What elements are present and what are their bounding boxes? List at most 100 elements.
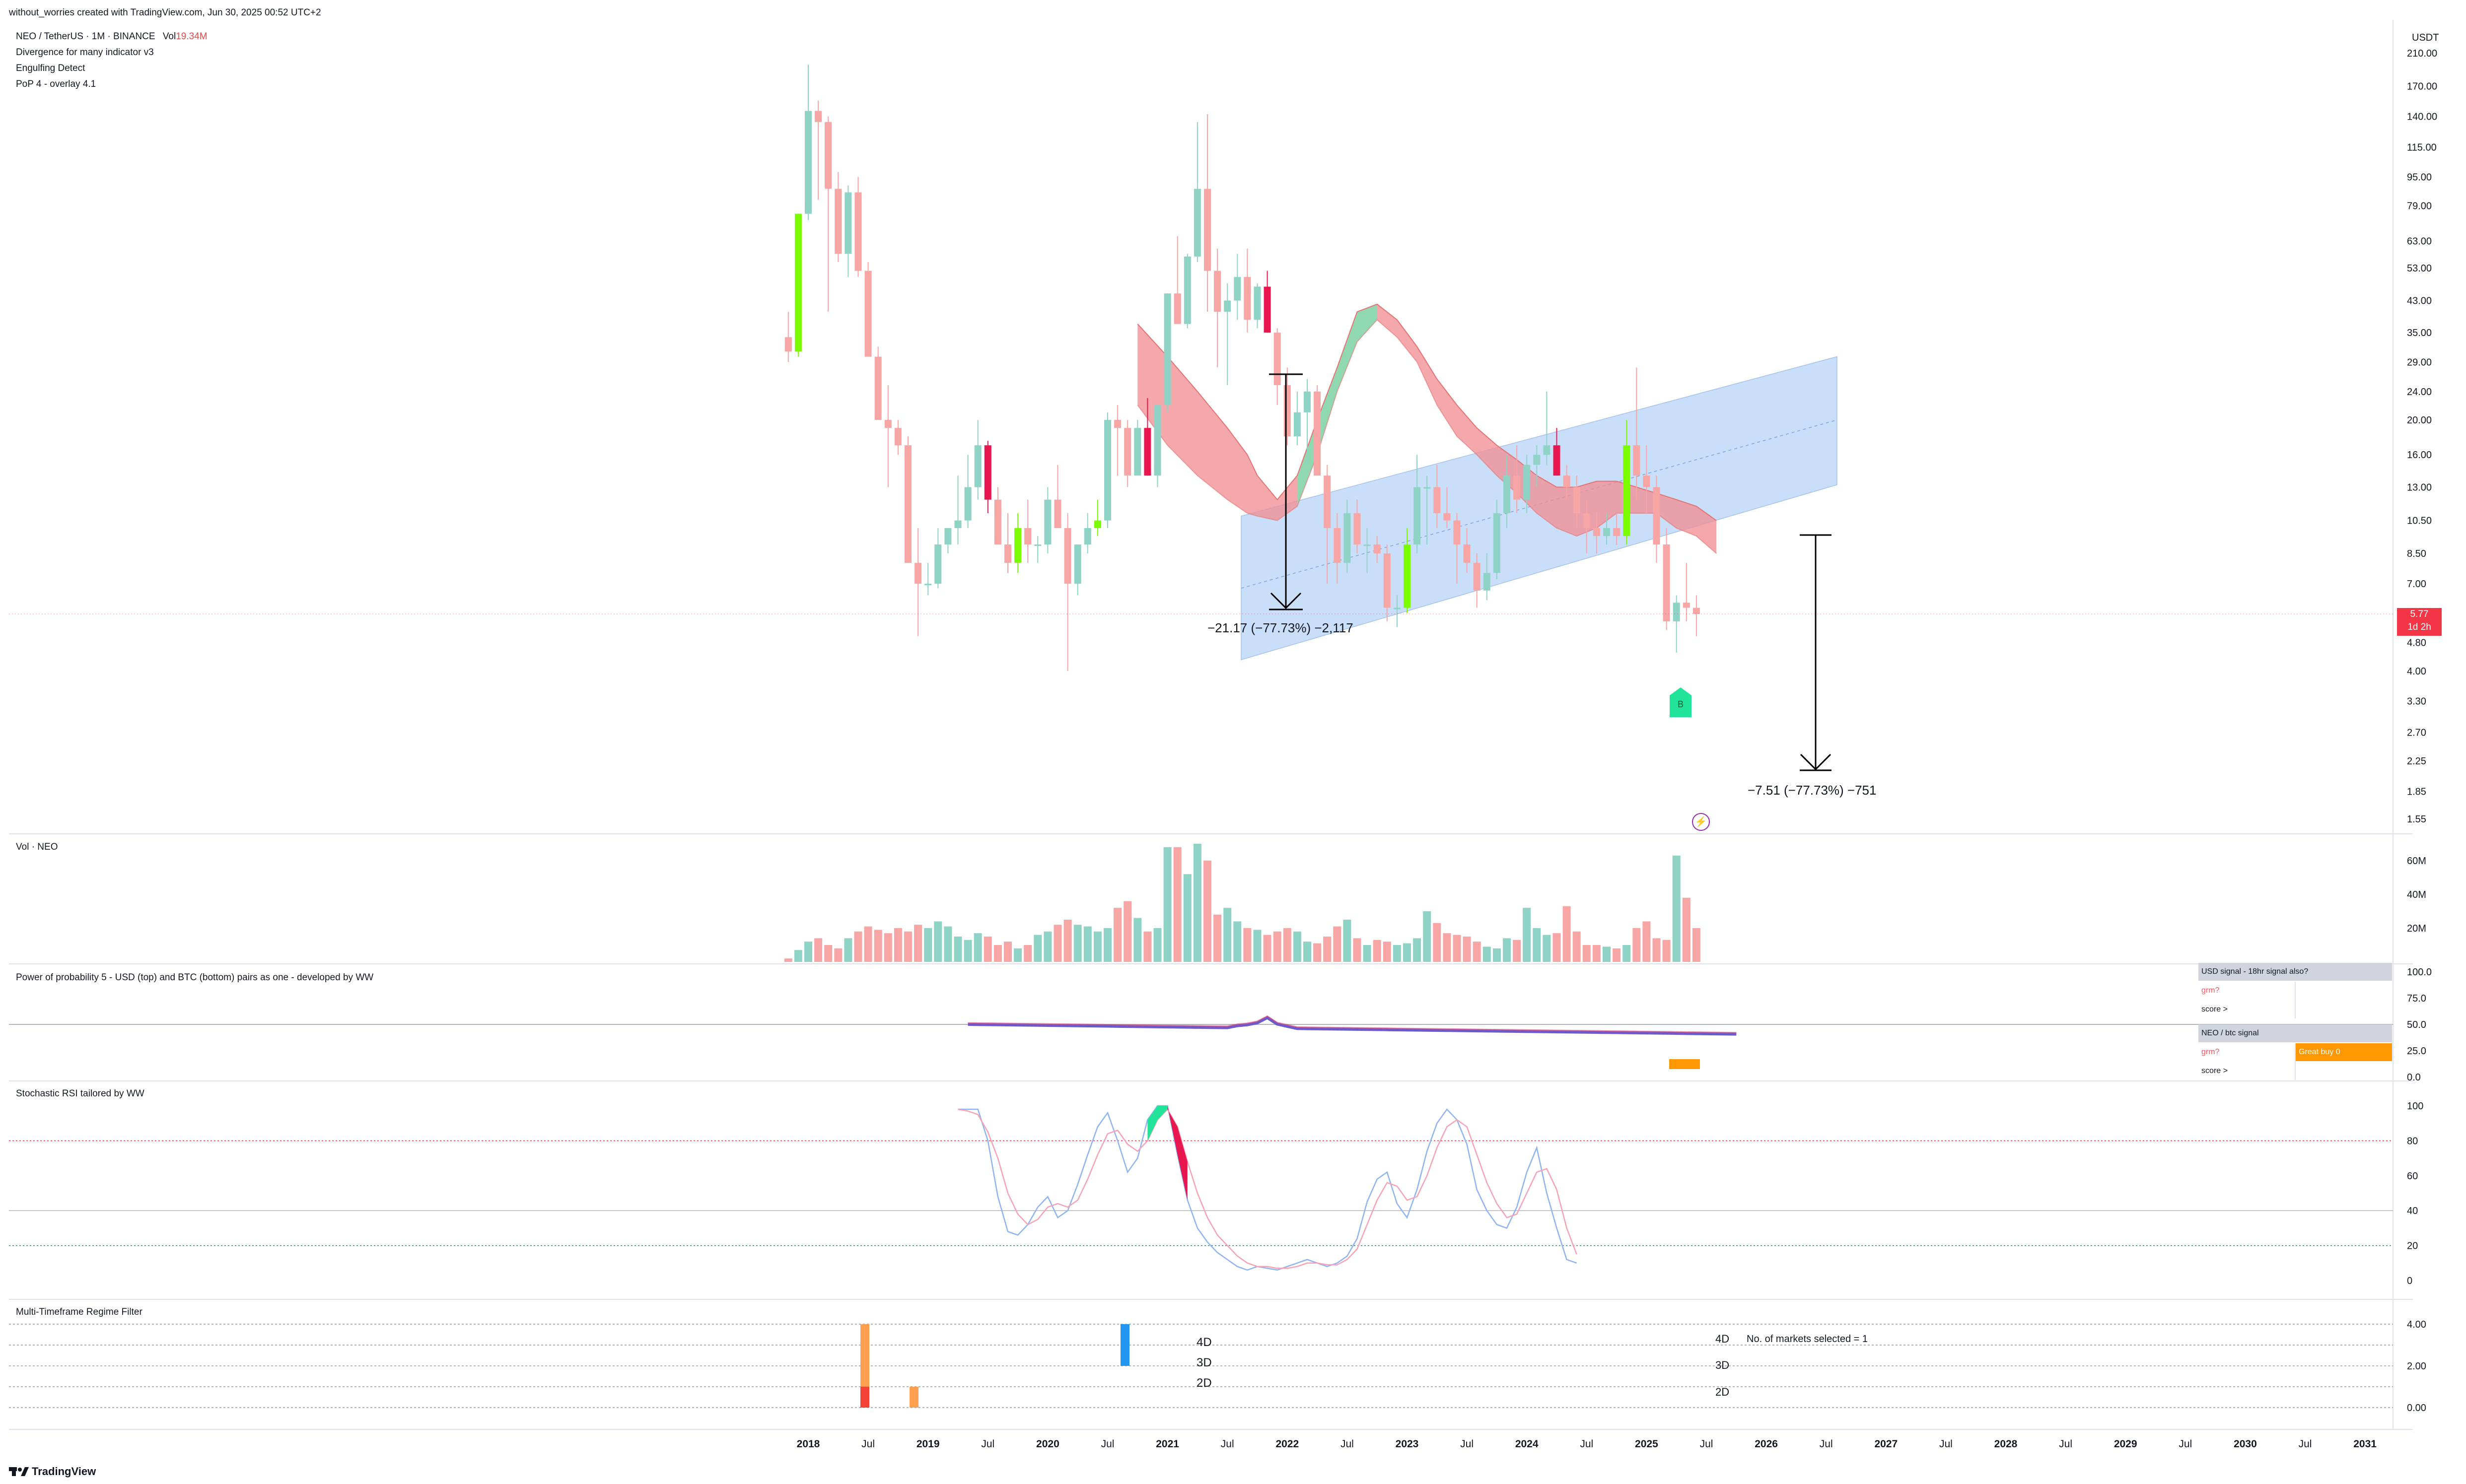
volume-bar[interactable] <box>874 930 882 962</box>
volume-bar[interactable] <box>1453 935 1461 962</box>
volume-bar[interactable] <box>1572 931 1581 962</box>
candle[interactable] <box>1194 189 1201 257</box>
measure-label-1[interactable]: −21.17 (−77.73%) −2,117 <box>1207 620 1353 635</box>
candle[interactable] <box>1264 286 1271 333</box>
volume-bar[interactable] <box>1054 925 1062 962</box>
volume-bar[interactable] <box>1193 844 1201 962</box>
volume-bar[interactable] <box>1413 938 1421 962</box>
candle[interactable] <box>835 189 842 254</box>
candle[interactable] <box>1234 277 1241 301</box>
volume-bar[interactable] <box>1153 928 1162 962</box>
volume-bar[interactable] <box>984 937 992 962</box>
volume-bar[interactable] <box>974 933 982 962</box>
stoch-k-line[interactable] <box>958 1105 1577 1271</box>
candle[interactable] <box>1493 513 1500 573</box>
candle[interactable] <box>1363 544 1371 546</box>
volume-bar[interactable] <box>1463 937 1471 962</box>
candle[interactable] <box>894 428 902 446</box>
volume-bar[interactable] <box>814 938 823 962</box>
candle[interactable] <box>805 111 812 214</box>
volume-bar[interactable] <box>1263 935 1271 962</box>
candle[interactable] <box>1623 445 1630 537</box>
candle[interactable] <box>1174 293 1181 324</box>
candle[interactable] <box>1643 475 1650 487</box>
indicator-engulfing[interactable]: Engulfing Detect <box>16 63 85 73</box>
candle[interactable] <box>1293 412 1301 437</box>
stoch-d-line[interactable] <box>958 1108 1577 1269</box>
volume-bar[interactable] <box>1303 942 1311 962</box>
volume-bar[interactable] <box>1163 847 1172 962</box>
indicator-divergence[interactable]: Divergence for many indicator v3 <box>16 47 154 58</box>
candle[interactable] <box>1513 475 1521 500</box>
candle[interactable] <box>1343 513 1351 563</box>
volume-bar[interactable] <box>944 926 952 962</box>
candle[interactable] <box>1184 256 1191 324</box>
candle[interactable] <box>1164 293 1171 405</box>
regime-bar[interactable] <box>860 1387 869 1408</box>
candle[interactable] <box>854 192 862 271</box>
volume-bar[interactable] <box>1044 931 1052 962</box>
volume-bar[interactable] <box>1173 847 1182 962</box>
volume-bar[interactable] <box>1283 928 1291 962</box>
candle[interactable] <box>1433 487 1441 514</box>
candle[interactable] <box>905 445 912 563</box>
candle[interactable] <box>1673 603 1680 621</box>
tradingview-logo[interactable]: TradingView <box>9 1464 96 1479</box>
candle[interactable] <box>1692 607 1700 614</box>
pop-pane-title[interactable]: Power of probability 5 - USD (top) and B… <box>16 972 374 983</box>
vol-pane-title[interactable]: Vol · NEO <box>16 842 58 852</box>
candle[interactable] <box>1334 528 1341 563</box>
volume-bar[interactable] <box>1253 930 1262 962</box>
volume-bar[interactable] <box>1343 920 1351 962</box>
candle[interactable] <box>1533 455 1541 465</box>
volume-bar[interactable] <box>1143 931 1152 962</box>
volume-bar[interactable] <box>1063 920 1072 962</box>
candle[interactable] <box>1503 475 1510 514</box>
candle[interactable] <box>1553 445 1560 476</box>
candle[interactable] <box>1483 573 1490 591</box>
candle[interactable] <box>1044 499 1052 545</box>
volume-bar[interactable] <box>1014 948 1022 962</box>
volume-bar[interactable] <box>1243 928 1252 962</box>
candle[interactable] <box>1014 528 1022 563</box>
volume-bar[interactable] <box>1273 931 1281 962</box>
volume-bar[interactable] <box>804 942 812 962</box>
volume-bar[interactable] <box>1363 945 1371 962</box>
volume-bar[interactable] <box>864 926 872 962</box>
volume-bar[interactable] <box>1114 908 1122 962</box>
volume-bar[interactable] <box>924 928 932 962</box>
candle[interactable] <box>1443 513 1451 521</box>
candle[interactable] <box>1004 544 1011 563</box>
candle[interactable] <box>974 445 982 487</box>
indicator-pop-overlay[interactable]: PoP 4 - overlay 4.1 <box>16 79 96 89</box>
volume-bar[interactable] <box>914 925 922 962</box>
volume-bar[interactable] <box>1403 943 1411 962</box>
volume-bar[interactable] <box>1613 948 1621 962</box>
candle[interactable] <box>1473 563 1480 591</box>
candle[interactable] <box>984 445 991 500</box>
buy-signal-marker[interactable]: B <box>1670 687 1691 717</box>
volume-bar[interactable] <box>1313 943 1322 962</box>
last-price-badge[interactable]: 5.77 1d 2h <box>2397 608 2442 636</box>
volume-bar[interactable] <box>1223 908 1232 962</box>
volume-bar[interactable] <box>1582 945 1591 962</box>
candle[interactable] <box>1353 513 1361 545</box>
volume-bar[interactable] <box>954 937 962 962</box>
volume-bar[interactable] <box>1482 946 1491 962</box>
volume-bar[interactable] <box>1034 935 1042 962</box>
candle[interactable] <box>915 563 922 584</box>
candle[interactable] <box>924 584 932 586</box>
candle[interactable] <box>1084 528 1091 545</box>
volume-bar[interactable] <box>1104 928 1112 962</box>
candle[interactable] <box>1453 520 1461 545</box>
volume-bar[interactable] <box>1083 926 1092 962</box>
candle[interactable] <box>1224 300 1231 312</box>
candle[interactable] <box>1404 544 1410 608</box>
volume-bar[interactable] <box>1323 937 1332 962</box>
candle[interactable] <box>1094 520 1101 528</box>
candle[interactable] <box>1423 487 1431 489</box>
volume-bar[interactable] <box>1632 928 1641 962</box>
volume-bar[interactable] <box>894 928 902 962</box>
volume-bar[interactable] <box>1004 942 1012 962</box>
candle[interactable] <box>845 192 852 254</box>
